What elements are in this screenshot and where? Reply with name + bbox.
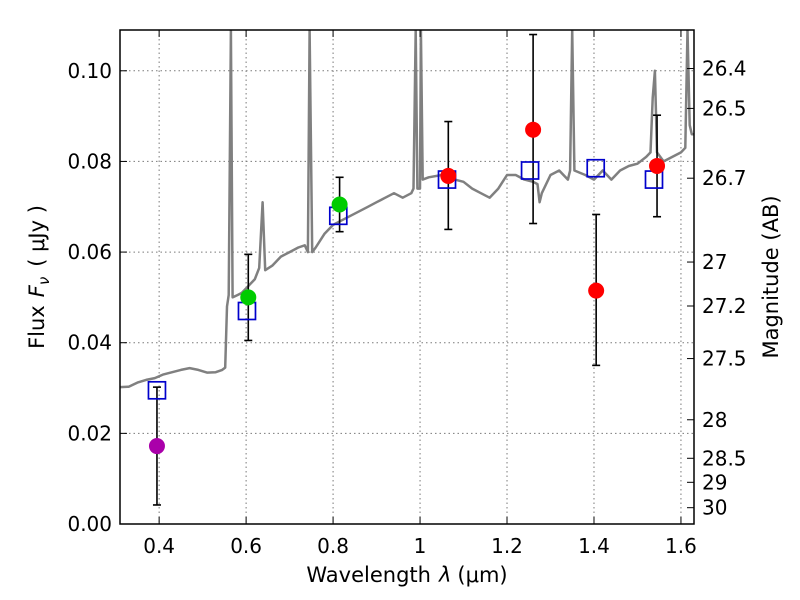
y-tick-label: 0.04	[67, 331, 112, 355]
model-photometry-square	[586, 158, 606, 178]
plot-background	[120, 30, 694, 524]
model-spectrum-line	[120, 30, 694, 389]
observed-photometry-point	[331, 196, 348, 213]
y-tick-label: 0.00	[67, 512, 112, 536]
observed-photometry-layer	[148, 121, 666, 455]
observed-photometry-point	[440, 167, 457, 184]
x-tick-label: 1	[414, 534, 427, 558]
y-tick-label: 0.10	[67, 59, 112, 83]
x-tick-label: 1.6	[665, 534, 697, 558]
observed-photometry-point	[240, 289, 257, 306]
y-tick-label: 0.08	[67, 149, 112, 173]
magnitude-tick-label: 29	[702, 470, 727, 494]
x-tick-label: 1.2	[491, 534, 523, 558]
observed-photometry-point	[148, 438, 165, 455]
y-tick-label: 0.06	[67, 240, 112, 264]
x-tick-label: 0.4	[143, 534, 175, 558]
x-tick-label: 0.6	[230, 534, 262, 558]
magnitude-tick-label: 26.4	[702, 57, 747, 81]
plot-frame	[119, 29, 695, 525]
magnitude-tick-label: 28.5	[702, 446, 747, 470]
y-axis-ticks: 0.00 0.02 0.04 0.06 0.08 0.10	[67, 59, 127, 536]
magnitude-tick-label: 26.7	[702, 166, 747, 190]
magnitude-tick-label: 30	[702, 496, 727, 520]
model-photometry-square	[520, 161, 540, 180]
observed-photometry-point	[525, 121, 542, 138]
y2-axis-label: Magnitude (AB)	[759, 195, 783, 358]
y-tick-label: 0.02	[67, 421, 112, 445]
magnitude-tick-label: 27	[702, 250, 727, 274]
x-axis-label: Wavelength λ (μm)	[306, 563, 507, 587]
magnitude-tick-label: 26.5	[702, 96, 747, 120]
magnitude-tick-label: 28	[702, 408, 727, 432]
x-axis-ticks: 0.4 0.6 0.8 1 1.2 1.4 1.6	[143, 30, 697, 558]
model-photometry-square	[147, 380, 167, 400]
x-tick-label: 1.4	[578, 534, 610, 558]
y-axis-label: FluxFν( μJy )	[25, 205, 53, 349]
magnitude-tick-label: 27.2	[702, 294, 747, 318]
observed-photometry-point	[649, 157, 666, 174]
observed-photometry-point	[588, 282, 605, 299]
x-tick-label: 0.8	[317, 534, 349, 558]
model-spectrum-layer	[120, 30, 694, 389]
magnitude-tick-label: 27.5	[702, 347, 747, 371]
